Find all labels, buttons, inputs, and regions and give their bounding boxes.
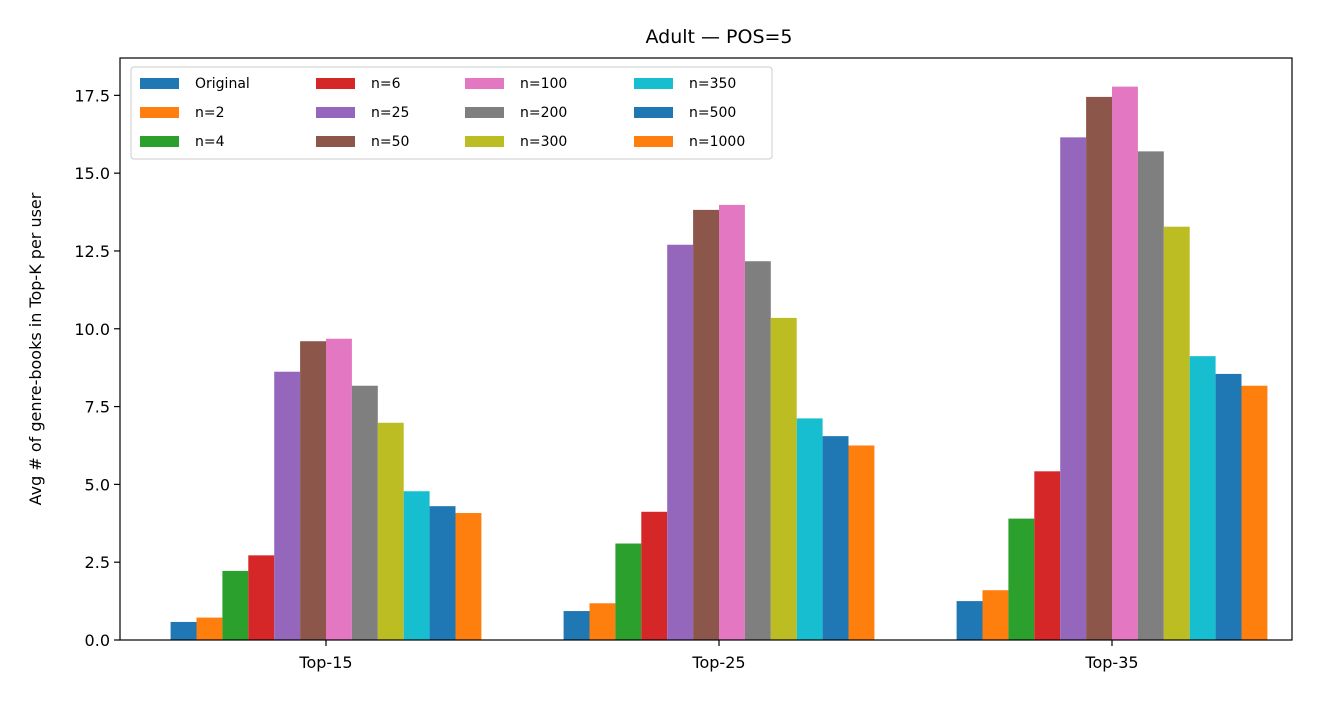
legend-swatch: [465, 136, 504, 147]
bar-n300-top-15: [377, 422, 404, 640]
legend-label: n=50: [371, 134, 409, 150]
chart-title: Adult — POS=5: [645, 26, 792, 48]
legend-swatch: [634, 78, 673, 89]
bar-n300-top-35: [1163, 226, 1190, 640]
bar-n50-top-25: [693, 209, 719, 640]
bar-n50-top-15: [300, 341, 326, 640]
bar-n200-top-15: [351, 385, 378, 640]
bar-n4-top-35: [1008, 518, 1035, 640]
legend-label: n=6: [371, 76, 401, 92]
bar-n350-top-35: [1189, 356, 1216, 640]
legend-swatch: [316, 107, 355, 118]
bar-n200-top-35: [1137, 151, 1164, 640]
legend-label: n=300: [520, 134, 567, 150]
bar-n300-top-25: [770, 317, 797, 640]
plot-frame: [119, 57, 1293, 641]
bar-n1000-top-25: [848, 445, 875, 640]
bar-n350-top-15: [403, 491, 430, 640]
bar-n2-top-35: [982, 590, 1009, 640]
legend-swatch: [140, 107, 179, 118]
y-tick-label: 7.5: [85, 398, 110, 417]
bar-n6-top-15: [248, 555, 275, 640]
bar-n100-top-35: [1112, 86, 1138, 640]
y-tick-label: 12.5: [74, 242, 110, 261]
bar-n1000-top-35: [1241, 385, 1268, 640]
legend-label: n=100: [520, 76, 567, 92]
legend-frame: [130, 66, 773, 160]
bar-n2-top-25: [589, 603, 616, 640]
legend-label: n=200: [520, 105, 567, 121]
y-tick-label: 5.0: [85, 475, 110, 494]
legend-label: n=1000: [689, 134, 745, 150]
bar-n6-top-25: [641, 511, 668, 640]
bar-n500-top-15: [429, 506, 456, 640]
y-tick-label: 10.0: [74, 320, 110, 339]
legend-label: n=350: [689, 76, 736, 92]
bar-n6-top-35: [1034, 471, 1061, 640]
bar-n350-top-25: [796, 418, 823, 640]
bar-n100-top-25: [719, 204, 745, 641]
bar-n50-top-35: [1086, 96, 1112, 640]
x-tick-label: Top-25: [691, 653, 745, 672]
legend-swatch: [465, 107, 504, 118]
y-tick-label: 15.0: [74, 164, 110, 183]
bar-n25-top-35: [1060, 137, 1087, 640]
x-tick-label: Top-35: [1084, 653, 1138, 672]
legend-swatch: [316, 136, 355, 147]
x-tick-label: Top-15: [298, 653, 352, 672]
legend-swatch: [140, 78, 179, 89]
bar-n25-top-25: [667, 244, 694, 640]
y-tick-label: 17.5: [74, 86, 110, 105]
legend-label: n=2: [195, 105, 225, 121]
bar-n4-top-25: [615, 543, 642, 640]
legend-swatch: [316, 78, 355, 89]
legend-label: n=25: [371, 105, 409, 121]
bar-n1000-top-15: [455, 513, 482, 640]
bar-n4-top-15: [222, 570, 249, 640]
legend-swatch: [140, 136, 179, 147]
bar-n500-top-35: [1215, 373, 1242, 640]
legend-swatch: [465, 78, 504, 89]
y-axis-label: Avg # of genre-books in Top-K per user: [26, 192, 45, 505]
legend-swatch: [634, 107, 673, 118]
bar-n25-top-15: [274, 371, 301, 640]
y-tick-label: 2.5: [85, 553, 110, 572]
bar-original-top-25: [563, 611, 590, 640]
bar-n2-top-15: [196, 617, 223, 640]
bar-n200-top-25: [744, 261, 771, 640]
y-tick-label: 0.0: [85, 631, 110, 650]
legend-swatch: [634, 136, 673, 147]
bar-n500-top-25: [822, 436, 849, 640]
legend-label: Original: [195, 76, 250, 92]
legend: Original n=2 n=4 n=6 n=25 n=50 n=100 n=200 n=300…: [130, 66, 773, 160]
plot-area: 0.0 2.5 5.0 7.5 10.0 12.5 15.0 17.5 Top-15 Top-25…: [74, 86, 1268, 672]
bar-n100-top-15: [326, 338, 352, 640]
bar-original-top-15: [170, 621, 197, 640]
legend-label: n=4: [195, 134, 225, 150]
legend-label: n=500: [689, 105, 736, 121]
bar-original-top-35: [956, 601, 983, 640]
